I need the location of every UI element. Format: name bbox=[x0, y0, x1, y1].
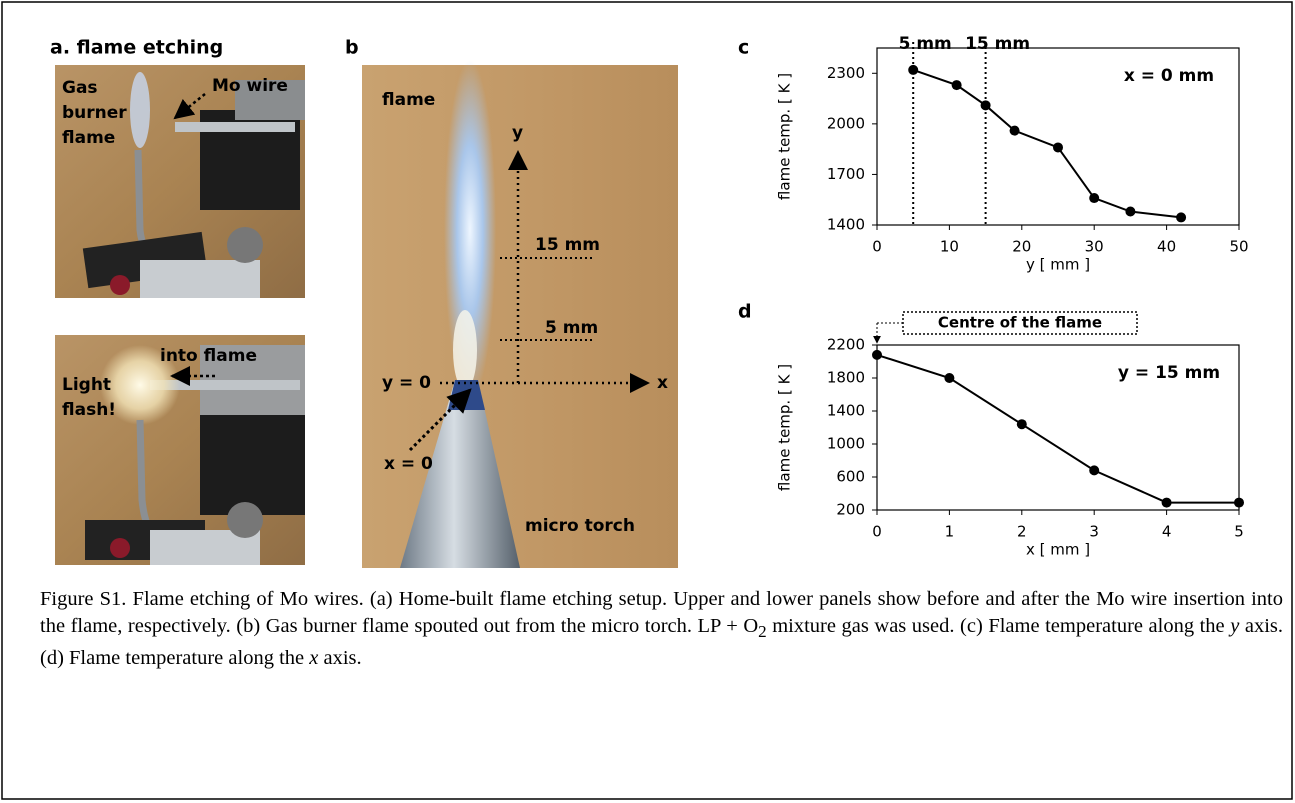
caption-text: 2 bbox=[758, 622, 767, 642]
caption-text: axis. bbox=[318, 647, 362, 670]
reference-label: 5 mm bbox=[899, 34, 952, 54]
y-tick-label: 1800 bbox=[827, 369, 865, 387]
y-tick-label: 1400 bbox=[827, 216, 865, 234]
x-tick-label: 30 bbox=[1085, 238, 1104, 256]
data-point bbox=[872, 349, 882, 360]
data-point bbox=[980, 100, 991, 111]
photo-label: 15 mm bbox=[535, 235, 600, 255]
data-point bbox=[1053, 142, 1063, 153]
data-point bbox=[951, 80, 962, 91]
data-point bbox=[1176, 212, 1187, 223]
x-tick-label: 3 bbox=[1089, 523, 1099, 541]
x-tick-label: 4 bbox=[1162, 523, 1172, 541]
x-tick-label: 50 bbox=[1229, 238, 1248, 256]
photo-label: x = 0 bbox=[384, 454, 433, 474]
x-tick-label: 0 bbox=[872, 238, 882, 256]
y-tick-label: 1000 bbox=[827, 435, 865, 453]
panel-label: c bbox=[738, 37, 749, 59]
x-tick-label: 0 bbox=[872, 523, 882, 541]
data-point bbox=[1234, 497, 1244, 508]
y-tick-label: 2000 bbox=[827, 114, 865, 132]
photo-a-top bbox=[55, 65, 305, 298]
photo-label: Mo wire bbox=[212, 76, 288, 96]
photo-label: y bbox=[512, 123, 523, 143]
x-tick-label: 20 bbox=[1012, 238, 1031, 256]
callout-text: Centre of the flame bbox=[938, 314, 1102, 332]
data-point bbox=[1125, 206, 1136, 217]
photo-label: Light bbox=[62, 375, 111, 395]
data-point bbox=[1016, 419, 1027, 430]
annotation: y = 15 mm bbox=[1118, 363, 1220, 383]
x-tick-label: 1 bbox=[945, 523, 955, 541]
data-point bbox=[944, 373, 955, 383]
x-tick-label: 10 bbox=[940, 238, 959, 256]
panel-label: d bbox=[738, 301, 752, 323]
photo-label: Gas bbox=[62, 78, 98, 98]
x-axis-label: y [ mm ] bbox=[1026, 256, 1090, 274]
photo-label: into flame bbox=[160, 346, 257, 366]
y-axis-label: flame temp. [ K ] bbox=[776, 364, 794, 491]
y-tick-label: 2300 bbox=[827, 64, 865, 82]
panel-label: a. flame etching bbox=[50, 37, 223, 59]
photo-label: flame bbox=[382, 90, 435, 110]
data-point bbox=[1009, 125, 1020, 136]
data-point bbox=[1089, 465, 1100, 476]
x-tick-label: 5 bbox=[1234, 523, 1244, 541]
data-line bbox=[912, 68, 1182, 219]
photo-label: y = 0 bbox=[382, 373, 431, 393]
photo-b bbox=[362, 60, 678, 568]
x-tick-label: 40 bbox=[1157, 238, 1176, 256]
caption: Figure S1. Flame etching of Mo wires. (a… bbox=[40, 586, 1283, 672]
y-tick-label: 600 bbox=[836, 468, 865, 486]
panel-label: b bbox=[345, 37, 359, 59]
x-axis-label: x [ mm ] bbox=[1026, 541, 1090, 559]
caption-text: axis. (d) Flame temperature along the bbox=[40, 615, 1283, 670]
data-point bbox=[908, 64, 919, 75]
annotation: x = 0 mm bbox=[1124, 66, 1214, 86]
caption-text: y bbox=[1230, 615, 1240, 637]
y-axis-label: flame temp. [ K ] bbox=[776, 73, 794, 200]
photo-label: flash! bbox=[62, 400, 116, 420]
data-line bbox=[876, 353, 1239, 504]
photo-a-bottom bbox=[55, 335, 305, 565]
photo-label: flame bbox=[62, 128, 115, 148]
y-tick-label: 1400 bbox=[827, 402, 865, 420]
caption-text: Figure S1. Flame etching of Mo wires. (a… bbox=[40, 588, 1283, 637]
y-tick-label: 2200 bbox=[827, 336, 865, 354]
caption-text: x bbox=[309, 647, 319, 670]
reference-label: 15 mm bbox=[965, 34, 1030, 54]
plot-frame bbox=[876, 344, 1240, 511]
photo-label: x bbox=[657, 373, 668, 393]
data-point bbox=[1089, 193, 1100, 204]
data-point bbox=[1161, 497, 1172, 508]
photo-label: 5 mm bbox=[545, 318, 598, 338]
caption-text: mixture gas was used. (c) Flame temperat… bbox=[766, 615, 1231, 637]
photo-label: burner bbox=[62, 103, 127, 123]
y-tick-label: 1700 bbox=[827, 165, 865, 183]
y-tick-label: 200 bbox=[836, 501, 865, 519]
x-tick-label: 2 bbox=[1017, 523, 1027, 541]
photo-label: micro torch bbox=[525, 516, 635, 536]
plot-frame bbox=[876, 47, 1240, 226]
